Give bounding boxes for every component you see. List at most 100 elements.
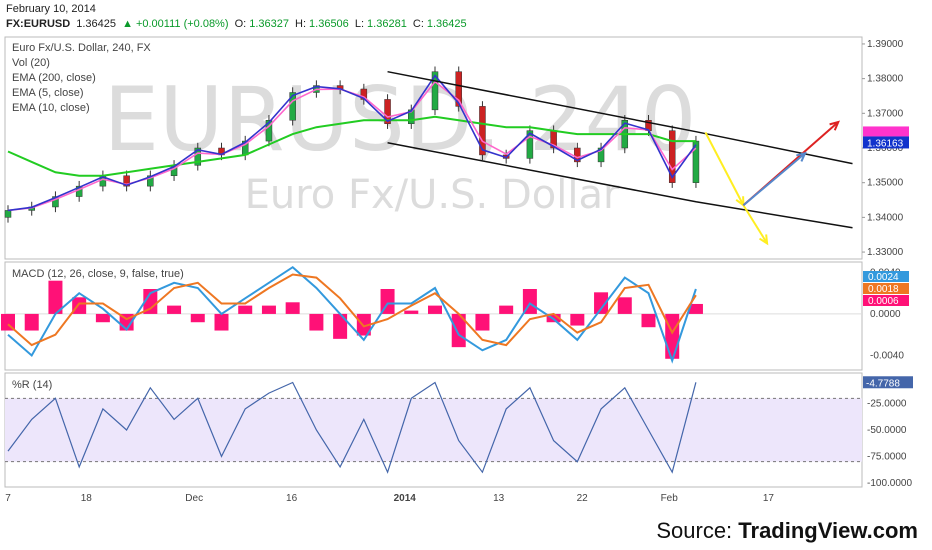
macd-histogram-bar — [594, 292, 609, 314]
candle — [479, 106, 486, 156]
price-axis-tick: 1.37000 — [867, 108, 904, 119]
x-axis-tick: 7 — [5, 493, 11, 504]
low-value: 1.36281 — [367, 18, 407, 30]
open-label: O: — [234, 18, 247, 30]
x-axis-tick: Feb — [661, 493, 679, 504]
price-change: +0.00111 (+0.08%) — [135, 18, 229, 30]
macd-histogram-bar — [214, 313, 229, 331]
last-price: 1.36425 — [76, 18, 116, 30]
pctr-axis-tick: -50.0000 — [867, 425, 907, 436]
pctr-axis-tick: -100.0000 — [867, 478, 912, 489]
x-axis-tick: 2014 — [394, 493, 417, 504]
legend-ema5: EMA (5, close) — [12, 87, 84, 99]
candle — [147, 175, 154, 187]
candle — [384, 99, 391, 124]
chart-date: February 10, 2014 — [6, 3, 96, 15]
source-prefix: Source: — [656, 518, 739, 543]
macd-panel[interactable] — [4, 261, 863, 371]
chart-canvas[interactable]: EURUSD, 240 Euro Fx/U.S. Dollar 1.390001… — [0, 30, 932, 510]
x-axis-tick: 13 — [493, 493, 505, 504]
price-axis-tick: 1.39000 — [867, 39, 904, 50]
macd-histogram-bar — [143, 289, 158, 314]
candle — [455, 71, 462, 107]
close-value: 1.36425 — [426, 18, 467, 30]
arrowhead-blue — [796, 151, 807, 162]
macd-axis-tick: 0.0000 — [870, 309, 901, 320]
legend-ema10: EMA (10, close) — [12, 102, 90, 114]
macd-histogram-bar — [309, 313, 324, 331]
price-axis-tick: 1.36000 — [867, 143, 904, 154]
price-series — [4, 66, 853, 246]
x-axis-tick: Dec — [185, 493, 203, 504]
pctr-line — [7, 381, 697, 474]
x-axis-tick: 18 — [81, 493, 93, 504]
up-triangle-icon: ▲ — [122, 18, 133, 30]
ema200-line — [7, 115, 696, 177]
macd-value-tag — [863, 271, 909, 282]
candle — [668, 130, 676, 183]
x-axis-tick: 17 — [763, 493, 775, 504]
pctr-value-tag — [863, 376, 913, 389]
macd-histogram-bar — [356, 313, 371, 336]
pctr-value-tag-label: -4.7788 — [866, 378, 900, 389]
projection-arrow-yellow — [742, 204, 768, 244]
high-label: H: — [295, 18, 307, 30]
candle — [194, 147, 202, 166]
candle — [526, 130, 534, 159]
macd-histogram-bar — [428, 305, 442, 314]
watermark-name: Euro Fx/U.S. Dollar — [245, 172, 620, 218]
macd-histogram-bar — [570, 313, 585, 326]
macd-histogram-bar — [285, 302, 300, 314]
macd-histogram-bar — [24, 313, 39, 331]
pctr-axis-tick: -25.0000 — [867, 399, 907, 410]
macd-axis-tick: -0.0040 — [870, 350, 904, 361]
source-credit: Source: TradingView.com — [656, 518, 918, 544]
last-price-tag — [863, 136, 909, 149]
projection-arrow-yellow — [704, 131, 745, 206]
candle — [265, 120, 273, 142]
symbol-label[interactable]: FX:EURUSD — [6, 18, 71, 30]
macd-histogram-bar — [475, 313, 490, 331]
candle — [4, 210, 12, 218]
pctr-title: %R (14) — [12, 379, 52, 391]
ema-price-tag — [863, 126, 909, 137]
macd-histogram-bar — [95, 313, 110, 323]
macd-histogram-bar — [48, 280, 63, 314]
macd-histogram-bar — [641, 313, 656, 328]
macd-value-tag — [863, 295, 909, 306]
candle — [574, 147, 581, 163]
macd-value-tag-label: 0.0018 — [868, 284, 899, 295]
pctr-axis-tick: -75.0000 — [867, 451, 907, 462]
macd-histogram-bar — [404, 310, 419, 314]
pctr-series — [5, 381, 862, 474]
candle — [289, 92, 296, 121]
macd-histogram-bar — [451, 313, 466, 348]
channel-lower-line — [387, 142, 853, 229]
macd-histogram-bar — [688, 303, 703, 314]
axes: 1.39000 1.38000 1.37000 1.36000 1.35000 1.340… — [5, 39, 913, 504]
low-label: L: — [354, 18, 365, 30]
price-axis-tick: 1.33000 — [867, 247, 904, 258]
macd-series — [1, 265, 862, 364]
legend-ema200: EMA (200, close) — [12, 72, 96, 84]
last-price-tag-label: 1.36163 — [867, 138, 904, 149]
price-axis-tick: 1.38000 — [867, 74, 904, 85]
legend-title: Euro Fx/U.S. Dollar, 240, FX — [12, 42, 151, 54]
candle — [692, 140, 700, 183]
macd-value-tag-label: 0.0006 — [868, 296, 899, 307]
ema5-line — [7, 74, 697, 212]
projection-arrow-blue — [742, 152, 806, 206]
legend-vol: Vol (20) — [12, 57, 50, 69]
high-value: 1.36506 — [309, 18, 349, 30]
candle — [431, 71, 439, 111]
macd-histogram-bar — [167, 305, 182, 314]
arrowhead-yellow — [758, 234, 769, 246]
arrowhead-red — [829, 120, 841, 131]
source-name: TradingView.com — [738, 518, 918, 543]
price-axis-tick: 1.34000 — [867, 212, 904, 223]
quote-line: FX:EURUSD 1.36425 ▲ +0.00111 (+0.08%) O: 1… — [6, 17, 470, 32]
candle — [52, 196, 59, 208]
pctr-band — [5, 398, 862, 462]
candle — [597, 147, 605, 163]
macd-histogram-bar — [238, 305, 253, 314]
